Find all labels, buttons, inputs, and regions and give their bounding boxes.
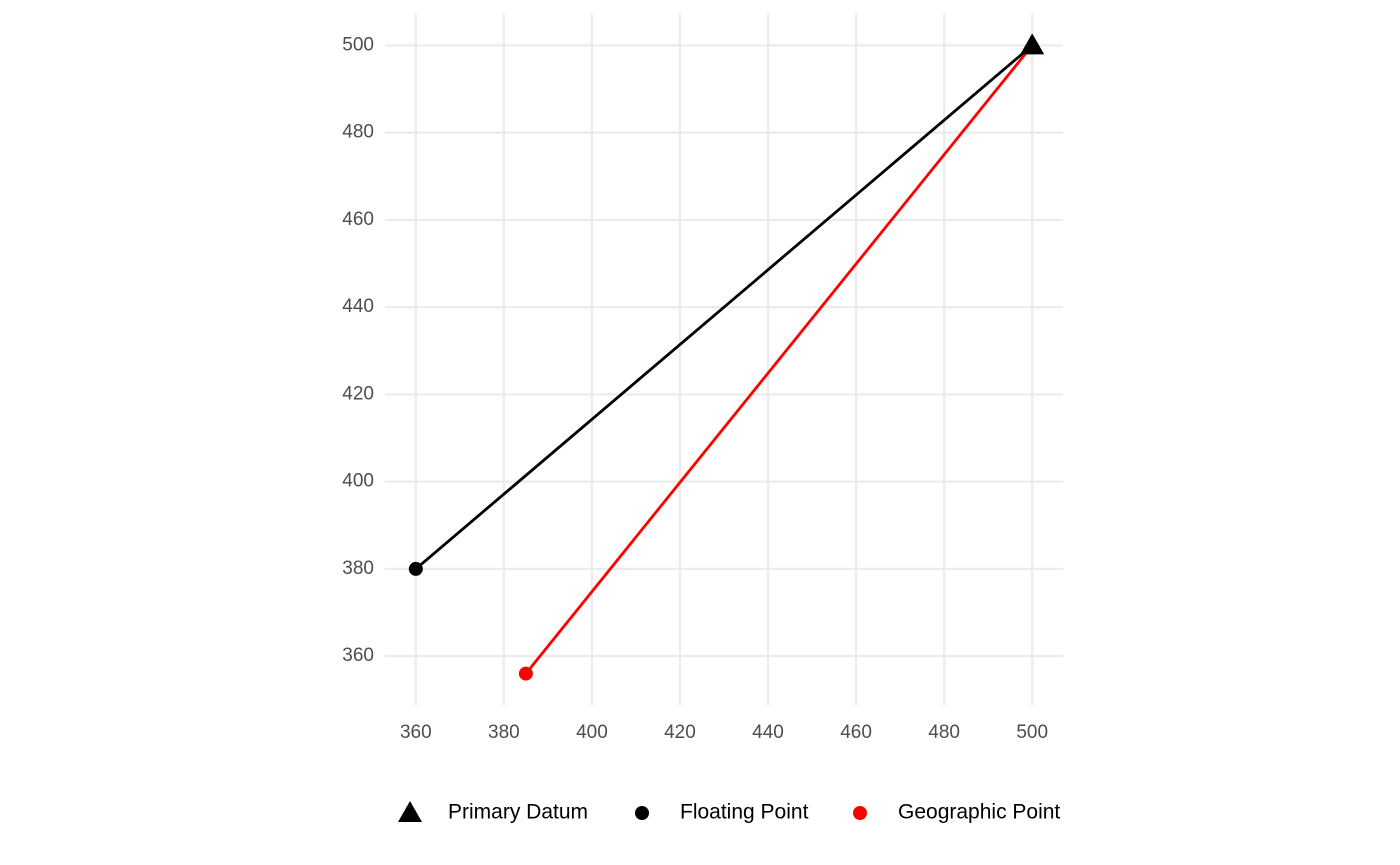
x-tick-label: 400 <box>576 722 608 743</box>
x-tick-label: 460 <box>840 722 872 743</box>
y-tick-label: 400 <box>342 471 374 492</box>
y-tick-label: 420 <box>342 383 374 404</box>
legend-key <box>853 806 867 820</box>
x-tick-label: 380 <box>488 722 520 743</box>
y-tick-label: 500 <box>342 34 374 55</box>
x-tick-label: 420 <box>664 722 696 743</box>
point <box>518 666 533 681</box>
x-tick-label: 360 <box>400 722 432 743</box>
legend-label: Floating Point <box>680 801 809 824</box>
y-tick-label: 360 <box>342 645 374 666</box>
connector-line <box>524 44 1034 675</box>
y-tick-label: 460 <box>342 209 374 230</box>
x-tick-label: 500 <box>1016 722 1048 743</box>
legend-label: Geographic Point <box>898 801 1060 824</box>
point <box>408 561 423 576</box>
legend-label: Primary Datum <box>448 801 588 824</box>
y-tick-label: 480 <box>342 122 374 143</box>
point <box>1020 33 1045 55</box>
x-tick-label: 480 <box>928 722 960 743</box>
legend-key <box>398 801 422 822</box>
x-tick-label: 440 <box>752 722 784 743</box>
y-tick-label: 440 <box>342 296 374 317</box>
legend-key <box>635 806 649 820</box>
connector-line <box>414 44 1034 570</box>
y-tick-label: 380 <box>342 558 374 579</box>
